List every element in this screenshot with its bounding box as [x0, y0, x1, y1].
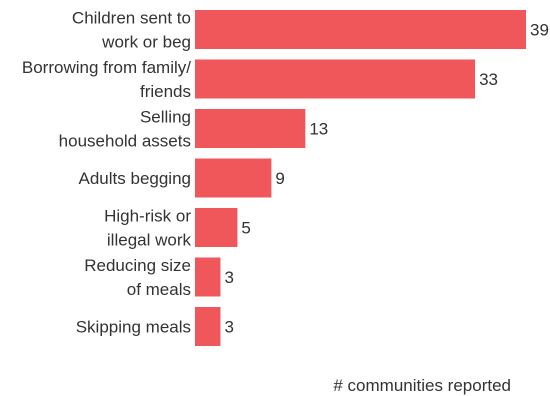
bar-3 [195, 158, 272, 198]
category-label-5: Reducing size of meals [84, 256, 191, 299]
category-label-line: household assets [59, 132, 191, 151]
category-label-3: Adults begging [79, 169, 191, 188]
category-label-line: Reducing size [84, 256, 191, 275]
category-label-6: Skipping meals [76, 318, 191, 337]
category-label-line: Skipping meals [76, 318, 191, 337]
bar-4 [195, 208, 238, 247]
category-label-0: Children sent to work or beg [72, 9, 191, 52]
bar-0 [195, 10, 526, 49]
category-label-line: illegal work [107, 231, 192, 250]
x-axis-label: # communities reported [333, 376, 511, 395]
bars-group [195, 10, 526, 346]
category-label-line: Adults begging [79, 169, 191, 188]
category-labels-group: Children sent to work or beg Borrowing fro… [22, 9, 192, 337]
category-label-line: of meals [127, 280, 191, 299]
bar-1 [195, 59, 476, 99]
category-label-line: friends [140, 82, 191, 101]
value-label-0: 39 [530, 21, 549, 40]
bar-5 [195, 257, 221, 297]
bar-2 [195, 109, 306, 148]
category-label-2: Selling household assets [59, 108, 191, 151]
value-label-5: 3 [224, 268, 233, 287]
category-label-line: Selling [140, 108, 191, 127]
value-label-4: 5 [241, 219, 250, 238]
value-label-2: 13 [309, 120, 328, 139]
category-label-line: Children sent to [72, 9, 191, 28]
category-label-line: High-risk or [104, 207, 191, 226]
value-label-6: 3 [224, 318, 233, 337]
category-label-4: High-risk or illegal work [104, 207, 191, 250]
bar-6 [195, 307, 221, 346]
value-label-1: 33 [479, 70, 498, 89]
category-label-line: work or beg [101, 33, 191, 52]
value-label-3: 9 [275, 169, 284, 188]
category-label-1: Borrowing from family/friends [22, 58, 191, 101]
category-label-line: Borrowing from family/ [22, 58, 191, 77]
